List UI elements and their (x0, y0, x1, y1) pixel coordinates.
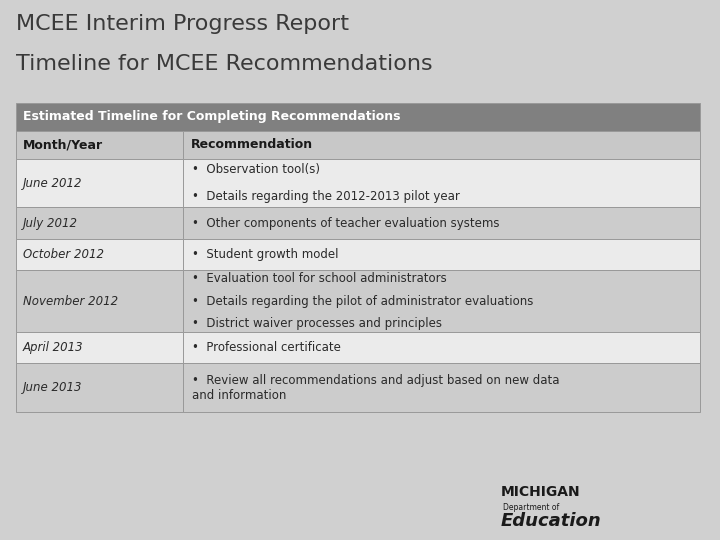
Text: July 2012: July 2012 (23, 217, 78, 230)
Text: •  Observation tool(s): • Observation tool(s) (192, 163, 320, 176)
Text: October 2012: October 2012 (23, 248, 104, 261)
Text: November 2012: November 2012 (23, 294, 118, 308)
Text: •  Professional certificate: • Professional certificate (192, 341, 341, 354)
Text: Estimated Timeline for Completing Recommendations: Estimated Timeline for Completing Recomm… (23, 110, 400, 123)
Text: •  Details regarding the 2012-2013 pilot year: • Details regarding the 2012-2013 pilot … (192, 190, 460, 203)
Bar (184, 332, 700, 363)
Bar (16, 239, 184, 270)
Text: Month/Year: Month/Year (23, 138, 103, 151)
Text: •  Other components of teacher evaluation systems: • Other components of teacher evaluation… (192, 217, 500, 230)
Bar (16, 103, 700, 131)
Text: April 2013: April 2013 (23, 341, 84, 354)
Bar (16, 363, 184, 412)
Text: June 2012: June 2012 (23, 177, 83, 190)
Text: •  District waiver processes and principles: • District waiver processes and principl… (192, 317, 442, 330)
Text: June 2013: June 2013 (23, 381, 83, 394)
Bar (184, 207, 700, 239)
Bar (184, 131, 700, 159)
Text: Recommendation: Recommendation (191, 138, 312, 151)
Bar (16, 159, 184, 207)
Text: Timeline for MCEE Recommendations: Timeline for MCEE Recommendations (16, 54, 433, 74)
Text: MCEE Interim Progress Report: MCEE Interim Progress Report (16, 14, 348, 33)
Bar (184, 159, 700, 207)
Bar (184, 363, 700, 412)
Text: Department of: Department of (503, 503, 559, 512)
Bar (184, 239, 700, 270)
Bar (184, 270, 700, 332)
Bar (16, 332, 184, 363)
Bar (16, 207, 184, 239)
Bar (16, 270, 184, 332)
Text: Education: Education (500, 512, 601, 530)
Text: •  Student growth model: • Student growth model (192, 248, 338, 261)
Bar (16, 131, 184, 159)
Text: MICHIGAN: MICHIGAN (500, 485, 580, 500)
Text: •  Details regarding the pilot of administrator evaluations: • Details regarding the pilot of adminis… (192, 294, 534, 308)
Text: •  Evaluation tool for school administrators: • Evaluation tool for school administrat… (192, 272, 447, 285)
Text: •  Review all recommendations and adjust based on new data
and information: • Review all recommendations and adjust … (192, 374, 559, 402)
